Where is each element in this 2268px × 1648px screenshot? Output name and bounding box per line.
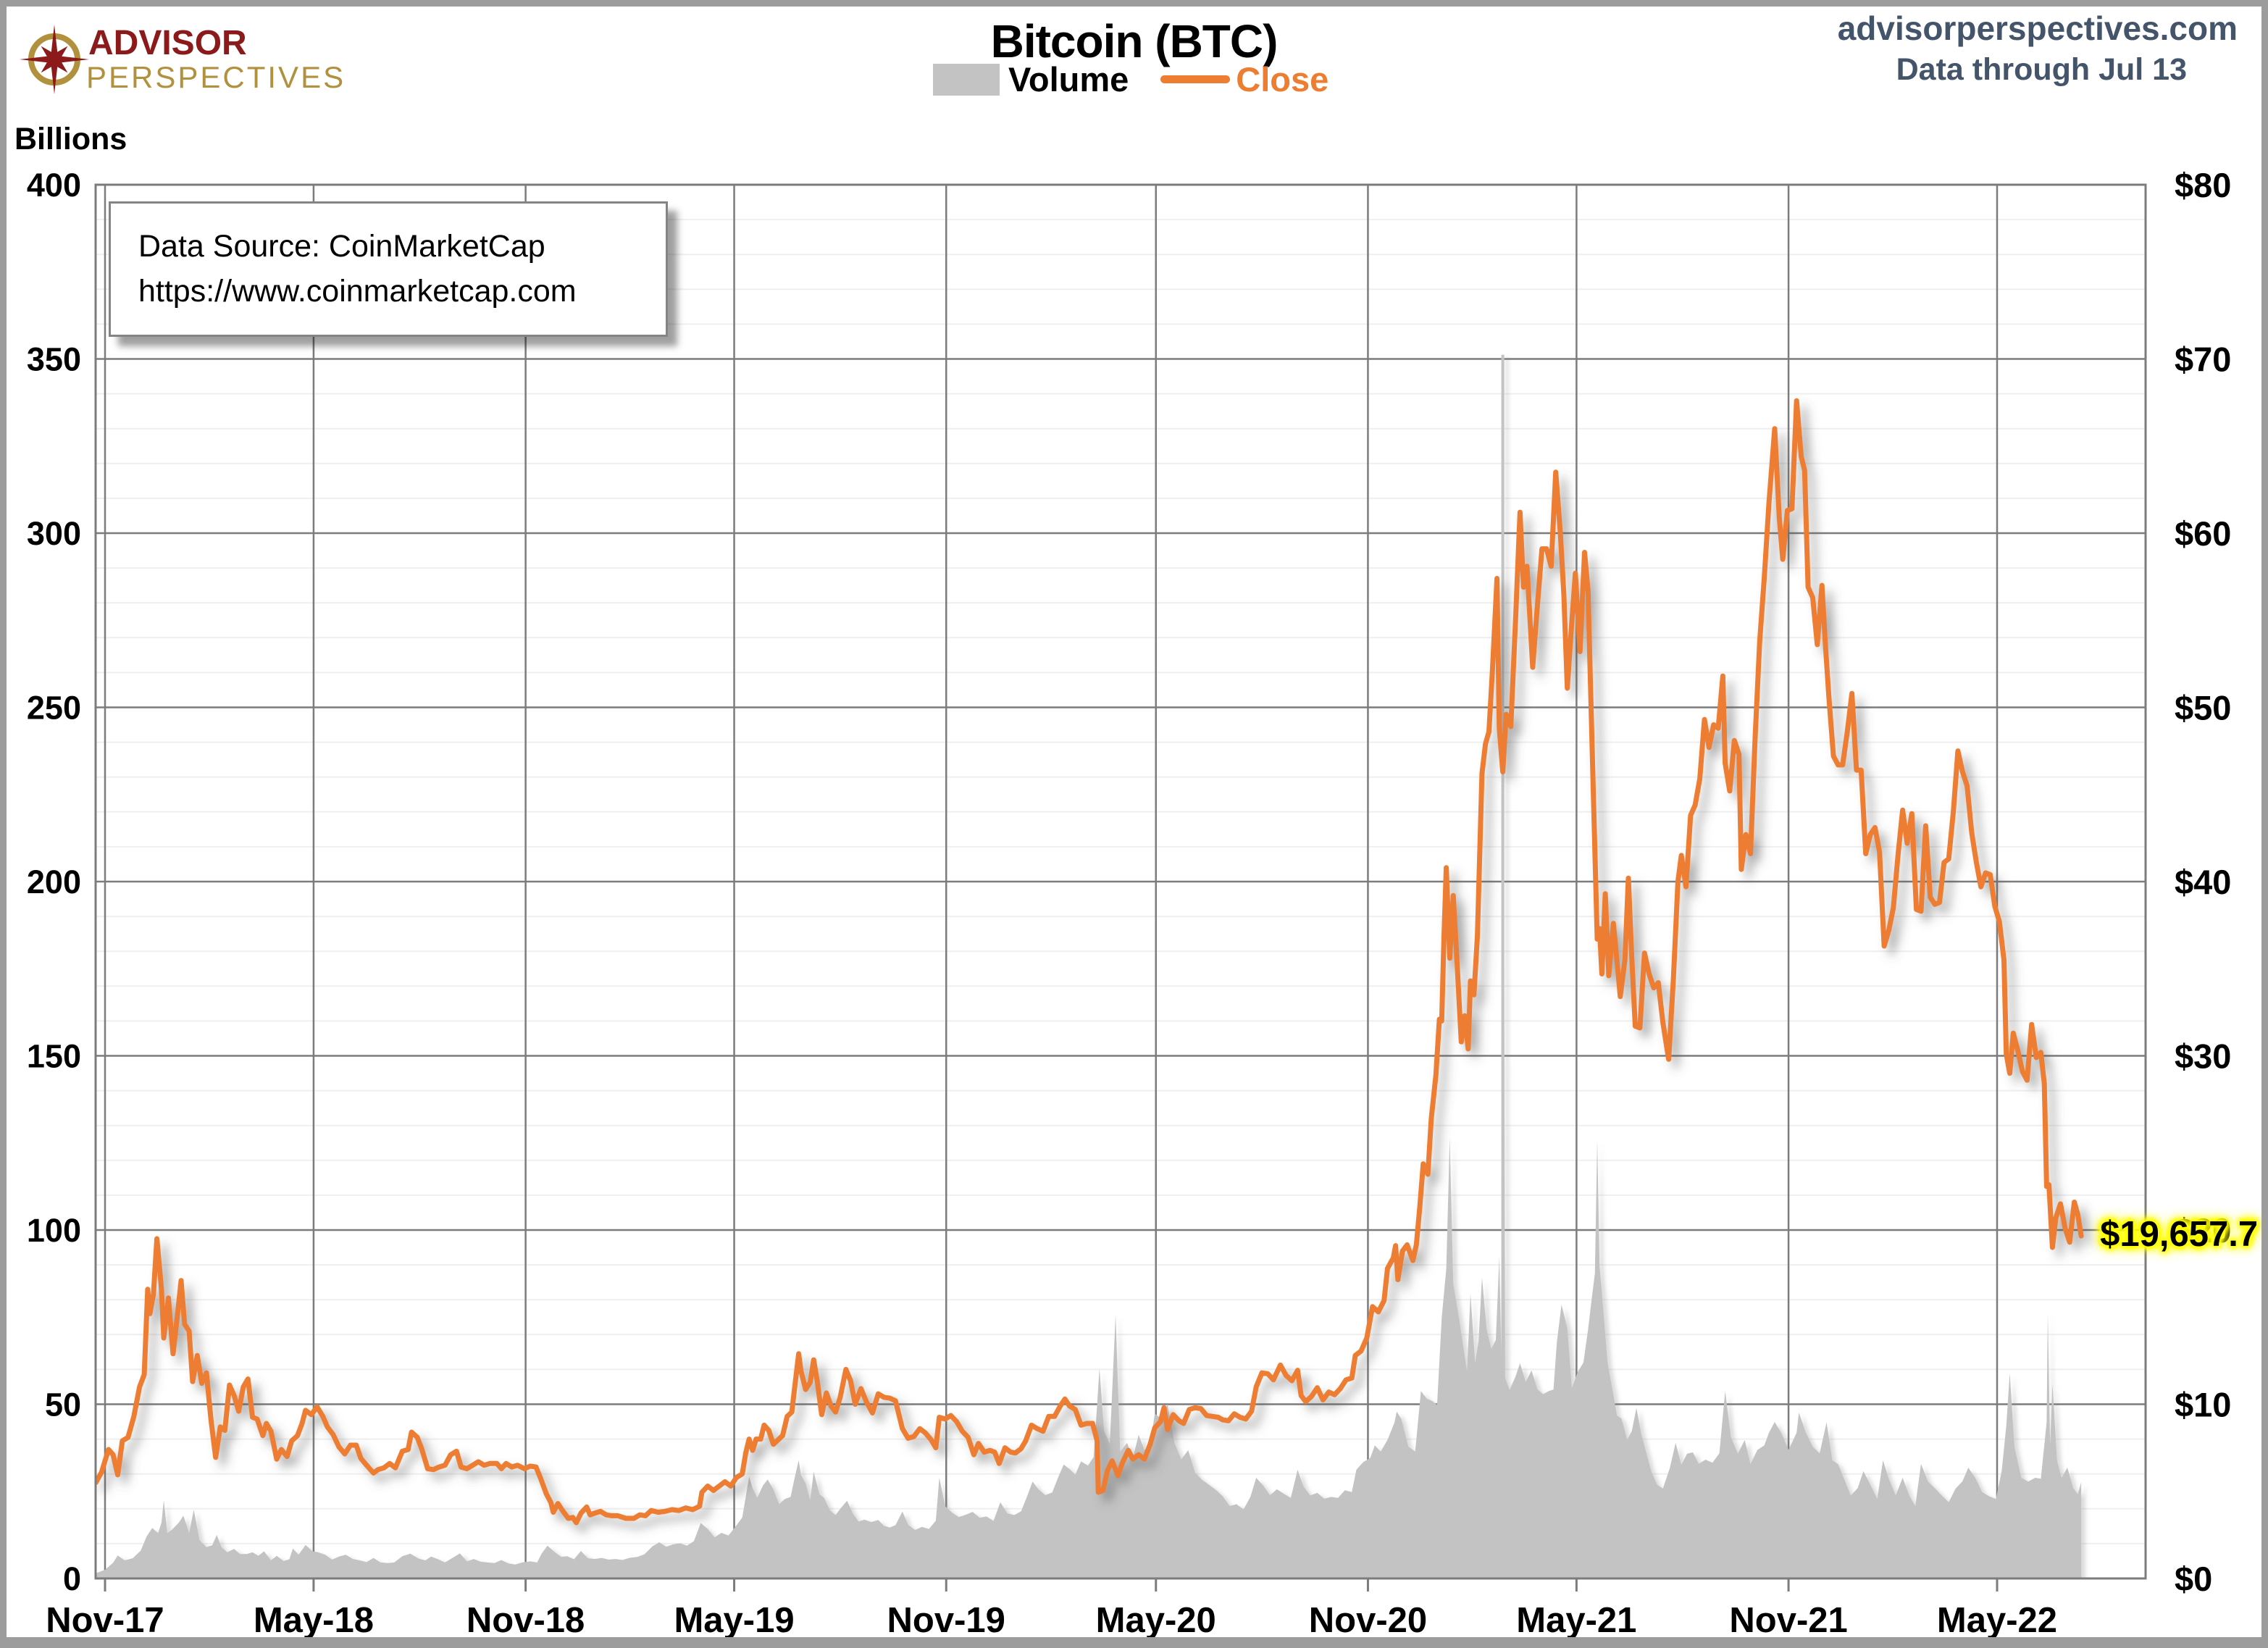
y-axis-left-tick-label: 0 (63, 1560, 81, 1597)
x-axis-tick-label: May-20 (1096, 1601, 1216, 1640)
close-legend-label: Close (1236, 60, 1329, 99)
y-axis-left-tick-label: 200 (27, 863, 81, 900)
chart-legend: Volume Close (933, 59, 1328, 99)
y-axis-right-tick-label: $30 (2175, 1037, 2231, 1076)
y-axis-left-tick-label: 100 (27, 1212, 81, 1249)
y-axis-right-tick-label: $20 (2175, 1211, 2231, 1250)
y-axis-left-tick-label: 150 (27, 1038, 81, 1075)
y-axis-left-tick-label: 350 (27, 341, 81, 378)
y-axis-left-tick-label: 400 (27, 167, 81, 204)
data-source-line1: Data Source: CoinMarketCap (138, 229, 545, 264)
x-axis-tick-label: Nov-21 (1729, 1601, 1847, 1640)
x-axis-tick-label: Nov-19 (887, 1601, 1005, 1640)
y-axis-right-tick-label: $40 (2175, 863, 2231, 901)
close-line (96, 398, 2084, 1526)
y-axis-right-tick-label: $60 (2175, 514, 2231, 553)
y-axis-right-tick-label: $0 (2175, 1560, 2212, 1598)
gridlines-vertical (104, 185, 1999, 1591)
site-attribution: advisorperspectives.com Data through Jul… (1838, 9, 2238, 88)
x-axis-tick-label: May-19 (674, 1601, 794, 1640)
x-axis-tick-label: Nov-17 (46, 1601, 164, 1640)
y-axis-right-tick-label: $50 (2175, 689, 2231, 727)
page-title: Bitcoin (BTC) (990, 15, 1279, 67)
y-axis-right-tick-label: $10 (2175, 1386, 2231, 1424)
last-price-annotation: $19,657.7 (2100, 1215, 2259, 1255)
volume-series (96, 354, 2082, 1578)
data-source-line2: https://www.coinmarketcap.com (138, 274, 577, 309)
plot-border (94, 183, 2147, 1580)
x-axis-tick-label: Nov-20 (1309, 1601, 1427, 1640)
volume-spike-bar (1501, 354, 1505, 1578)
y-axis-right-tick-label: $80 (2175, 166, 2231, 204)
volume-legend-swatch (933, 63, 1000, 96)
y-axis-left-tick-label: 250 (27, 690, 81, 727)
x-axis-tick-label: May-22 (1937, 1601, 2057, 1640)
data-source-box: Data Source: CoinMarketCap https://www.c… (109, 201, 668, 337)
y-axis-left-tick-label: 300 (27, 515, 81, 552)
x-axis-tick-label: Nov-18 (466, 1601, 585, 1640)
x-axis-tick-label: May-21 (1516, 1601, 1636, 1640)
close-series (96, 398, 2084, 1526)
y-axis-right-tick-label: $70 (2175, 340, 2231, 379)
advisor-perspectives-logo (20, 25, 89, 94)
site-url: advisorperspectives.com (1837, 9, 2238, 47)
x-axis-tick-label: May-18 (254, 1601, 374, 1640)
logo-wordmark-perspectives: PERSPECTIVES (86, 60, 346, 94)
logo-compass-star-icon (20, 25, 89, 94)
gridlines-minor (96, 219, 2146, 1544)
logo-wordmark-advisor: ADVISOR (88, 24, 247, 62)
volume-legend-label: Volume (1008, 60, 1129, 99)
axis-labels: 0 50 100 150 200 250 300 350 400 $0 $10 $20 $30 $40 $5… (27, 166, 2232, 1640)
y-axis-left-tick-label: 50 (45, 1386, 81, 1423)
left-axis-title: Billions (14, 122, 127, 156)
close-legend-line-swatch (1160, 75, 1231, 83)
data-through-note: Data through Jul 13 (1896, 52, 2187, 87)
